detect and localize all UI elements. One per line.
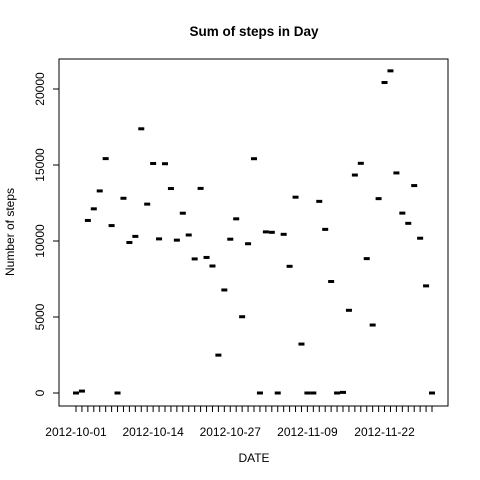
data-point <box>203 255 210 259</box>
data-point <box>90 207 97 211</box>
y-axis-label: Number of steps <box>3 188 17 276</box>
data-point <box>102 157 109 161</box>
data-point <box>417 236 424 240</box>
x-tick-label: 2012-10-14 <box>122 425 184 439</box>
data-point <box>167 187 174 191</box>
data-point <box>262 230 269 234</box>
x-tick-label: 2012-10-01 <box>45 425 107 439</box>
x-axis: 2012-10-01 2012-10-14 2012-10-27 2012-11-09… <box>45 405 433 439</box>
y-axis: 0 5000 10000 15000 20000 <box>33 72 60 396</box>
data-point <box>405 221 412 225</box>
data-point <box>399 211 406 215</box>
data-point <box>340 390 346 394</box>
data-point <box>209 264 216 268</box>
y-tick-label: 0 <box>33 389 47 396</box>
data-point <box>144 202 151 206</box>
data-point <box>239 315 246 319</box>
data-point <box>328 279 335 283</box>
data-point <box>286 264 293 268</box>
data-point <box>322 227 329 231</box>
data-point <box>411 184 418 188</box>
data-point <box>108 224 115 228</box>
data-point <box>185 233 192 237</box>
data-point <box>73 391 79 395</box>
data-point <box>298 342 305 346</box>
x-tick-label: 2012-10-27 <box>200 425 262 439</box>
data-point <box>357 161 364 165</box>
data-point <box>375 197 382 201</box>
data-point <box>274 391 281 395</box>
data-point <box>126 241 133 245</box>
data-point <box>268 230 275 234</box>
data-point <box>150 162 157 166</box>
y-tick-label: 15000 <box>33 148 47 182</box>
y-tick-label: 20000 <box>33 72 47 106</box>
data-point <box>162 162 168 166</box>
data-point <box>233 217 240 221</box>
data-point <box>132 234 139 238</box>
data-point <box>345 308 352 312</box>
data-point <box>334 391 341 395</box>
data-point <box>156 237 163 241</box>
x-tick-label: 2012-11-22 <box>354 425 415 439</box>
data-point <box>197 186 204 190</box>
x-axis-label: DATE <box>238 451 269 465</box>
y-tick-label: 10000 <box>33 224 47 258</box>
data-point <box>280 232 287 236</box>
data-point <box>292 195 299 199</box>
data-point <box>78 389 85 393</box>
data-point <box>227 237 234 241</box>
data-point <box>215 353 222 357</box>
data-point <box>245 242 252 246</box>
data-point <box>369 323 376 327</box>
data-point <box>423 284 430 288</box>
data-point <box>381 81 388 85</box>
chart-title: Sum of steps in Day <box>189 24 319 39</box>
data-point <box>310 391 317 395</box>
data-point <box>221 288 228 292</box>
data-point <box>114 391 121 395</box>
data-point <box>138 127 145 131</box>
data-point <box>179 211 186 215</box>
data-point <box>84 218 91 222</box>
data-point <box>351 173 358 177</box>
y-tick-label: 5000 <box>33 303 47 330</box>
data-point <box>363 257 370 261</box>
data-point <box>393 171 400 175</box>
data-points <box>73 69 435 395</box>
data-point <box>256 391 263 395</box>
x-tick-label: 2012-11-09 <box>277 425 338 439</box>
data-point <box>304 391 311 395</box>
data-point <box>316 199 323 203</box>
data-point <box>387 69 394 73</box>
data-point <box>96 189 103 193</box>
data-point <box>120 196 127 200</box>
data-point <box>251 157 257 161</box>
data-point <box>173 238 180 242</box>
data-point <box>191 257 198 261</box>
data-point <box>429 391 435 395</box>
